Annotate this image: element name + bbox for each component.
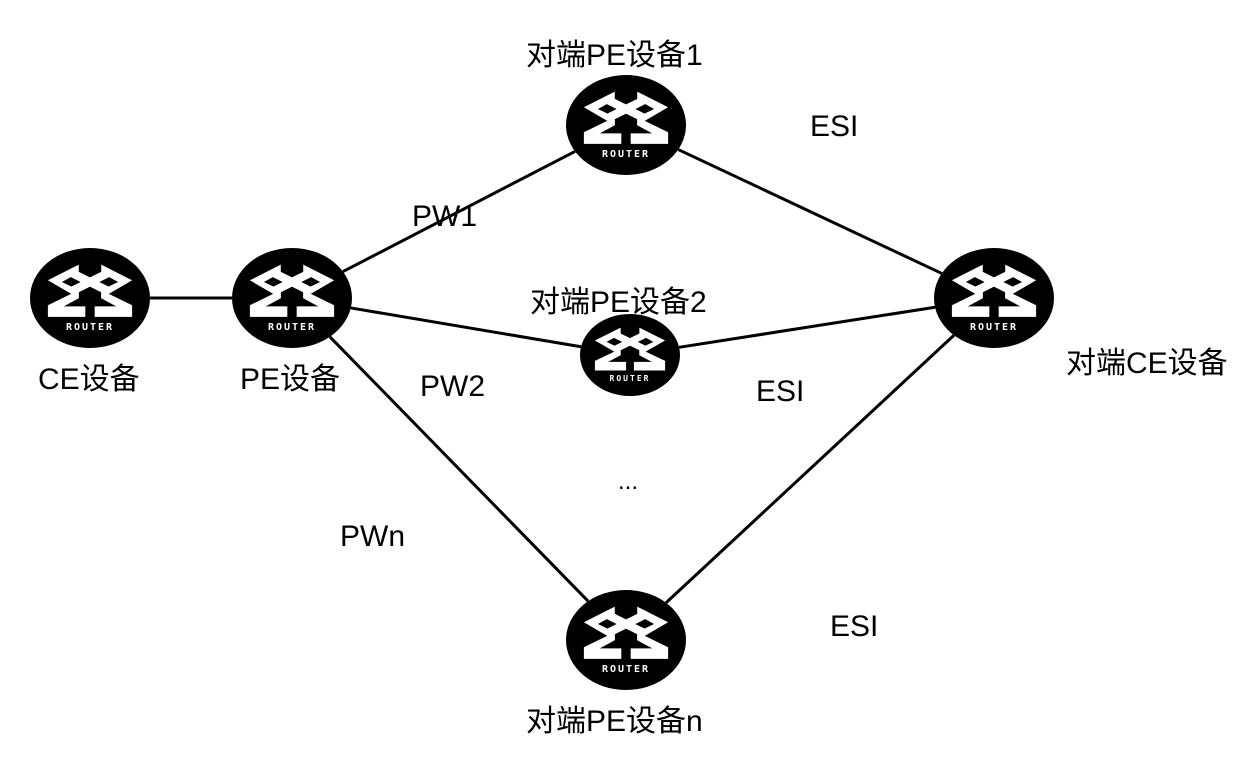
node-label-peer2: 对端PE设备2 [530,277,707,321]
node-label-peer1: 对端PE设备1 [526,30,703,74]
edge-peer2-peer_ce [679,307,935,347]
edge-label-pe-peern: PWn [340,520,405,554]
network-diagram: ROUTER ROUTER ROUTER [0,0,1240,777]
node-label-pe: PE设备 [240,354,340,398]
svg-text:ROUTER: ROUTER [970,322,1018,333]
node-label-peer_ce: 对端CE设备 [1066,338,1228,382]
svg-text:ROUTER: ROUTER [610,374,651,383]
edge-peern-peer_ce [666,335,954,603]
svg-text:ROUTER: ROUTER [602,664,650,675]
router-node-peer2: ROUTER [580,314,680,396]
edge-label-peer1-peer_ce: ESI [810,110,858,144]
router-node-peer1: ROUTER [566,75,686,175]
edge-peer1-peer_ce [678,150,941,274]
node-label-ce: CE设备 [38,354,140,398]
edge-label-peern-peer_ce: ESI [830,610,878,644]
svg-text:ROUTER: ROUTER [268,322,316,333]
router-node-ce: ROUTER [30,248,150,348]
edge-label-pe-peer2: PW2 [420,370,485,404]
edge-label-pe-peer1: PW1 [412,200,477,234]
svg-text:ROUTER: ROUTER [66,322,114,333]
router-node-peern: ROUTER [566,590,686,690]
edge-label-peer2-peer_ce: ESI [756,375,804,409]
node-label-peern: 对端PE设备n [526,696,703,740]
router-node-peer_ce: ROUTER [934,248,1054,348]
ellipsis: ... [618,468,638,496]
svg-text:ROUTER: ROUTER [602,149,650,160]
router-node-pe: ROUTER [232,248,352,348]
